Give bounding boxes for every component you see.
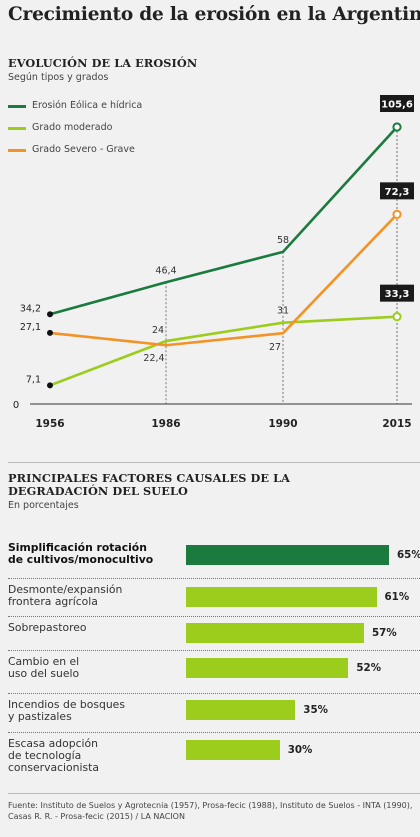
- bar-category-label-line: y pastizales: [8, 710, 72, 723]
- bar-chart-subtitle: En porcentajes: [8, 500, 79, 511]
- row-separator: [8, 650, 420, 651]
- legend-swatch: [8, 105, 26, 108]
- data-label: 72,3: [385, 187, 410, 198]
- bar-category-label: Escasa adopción de tecnología conservacion…: [8, 738, 178, 774]
- line-chart-subtitle: Según tipos y grados: [8, 72, 109, 83]
- data-label: 33,3: [385, 289, 410, 300]
- bar-value-label: 57%: [372, 627, 397, 639]
- data-point: [47, 329, 53, 336]
- line-chart: 0 1956 1986 1990 2015 34,2 7,1 27,1 46,4 58 24 31 22…: [13, 95, 414, 430]
- source-note: Fuente: Instituto de Suelos y Agrotecnia…: [8, 801, 413, 821]
- legend-swatch: [8, 149, 26, 152]
- bar: [186, 658, 349, 678]
- bar-category-label-line: Sobrepastoreo: [8, 621, 87, 634]
- bar-category-label-line: frontera agrícola: [8, 595, 98, 608]
- data-point: [392, 312, 402, 322]
- bar-chart-title-line1: PRINCIPALES FACTORES CAUSALES DE LA: [8, 471, 291, 485]
- bar-category-label-line: de cultivos/monocultivo: [8, 553, 154, 566]
- data-label: 27,1: [20, 322, 41, 333]
- line-chart-title: EVOLUCIÓN DE LA EROSIÓN: [8, 56, 198, 70]
- bar-category-label-line: Desmonte/expansión: [8, 583, 123, 596]
- bar-value-label: 30%: [287, 744, 313, 756]
- row-separator: [8, 732, 420, 733]
- data-point: [47, 311, 53, 318]
- bar-category-label-line: conservacionista: [8, 761, 99, 774]
- bar-category-label-line: de tecnología: [8, 749, 82, 762]
- page-title: Crecimiento de la erosión en la Argentin…: [8, 4, 420, 25]
- source-divider: [8, 793, 420, 794]
- y-tick-label: 0: [13, 400, 19, 411]
- legend-label: Grado moderado: [32, 122, 113, 133]
- data-label: 27: [269, 342, 281, 353]
- data-label: 7,1: [26, 374, 41, 385]
- data-label: 105,6: [381, 100, 413, 111]
- bar-category-label: Incendios de bosques y pastizales: [8, 699, 178, 723]
- data-label: 58: [277, 235, 289, 246]
- series-line: [49, 315, 398, 387]
- row-separator: [8, 616, 420, 617]
- data-label: 31: [277, 306, 289, 317]
- row-separator: [8, 578, 420, 579]
- bar: [186, 623, 364, 643]
- legend-swatch: [8, 127, 26, 130]
- x-tick-label: 1990: [268, 418, 297, 430]
- data-label: 34,2: [20, 303, 41, 314]
- bar-chart-title-line2: DEGRADACIÓN DEL SUELO: [8, 484, 188, 498]
- x-tick-label: 1986: [151, 418, 180, 430]
- data-point: [392, 209, 402, 219]
- data-label: 24: [152, 325, 164, 336]
- bar-category-label-line: Cambio en el: [8, 655, 80, 668]
- bar-value-label: 65%: [397, 549, 420, 561]
- bar-category-label-line: Escasa adopción: [8, 737, 98, 750]
- bar-category-label-line: Incendios de bosques: [8, 698, 125, 711]
- bar-category-label-line: Simplificación rotación: [8, 541, 147, 554]
- bar: [186, 740, 280, 760]
- row-separator: [8, 693, 420, 694]
- bar-value-label: 35%: [303, 704, 328, 716]
- series-line: [49, 126, 398, 316]
- x-tick-label: 2015: [382, 418, 411, 430]
- x-tick-label: 1956: [35, 418, 64, 430]
- data-label: 22,4: [143, 353, 164, 364]
- bar: [186, 587, 377, 607]
- legend-label: Grado Severo - Grave: [32, 144, 135, 155]
- bar: [186, 700, 296, 720]
- bar-value-label: 52%: [356, 662, 382, 674]
- legend-label: Erosión Eólica e hídrica: [32, 100, 143, 111]
- bar-value-label: 61%: [384, 591, 410, 603]
- section-divider: [8, 462, 420, 463]
- bar-category-label: Desmonte/expansión frontera agrícola: [8, 584, 178, 608]
- bar-category-label: Simplificación rotación de cultivos/monoc…: [8, 542, 178, 566]
- series-line: [49, 213, 398, 347]
- value-box: [380, 182, 414, 200]
- data-point: [47, 382, 53, 389]
- bar: [186, 545, 389, 565]
- value-box: [380, 284, 414, 302]
- data-point: [392, 122, 402, 132]
- data-label: 46,4: [155, 265, 176, 276]
- bar-category-label: Cambio en el uso del suelo: [8, 656, 178, 680]
- value-box: [380, 95, 414, 112]
- bar-category-label-line: uso del suelo: [8, 667, 80, 680]
- bar-category-label: Sobrepastoreo: [8, 622, 178, 634]
